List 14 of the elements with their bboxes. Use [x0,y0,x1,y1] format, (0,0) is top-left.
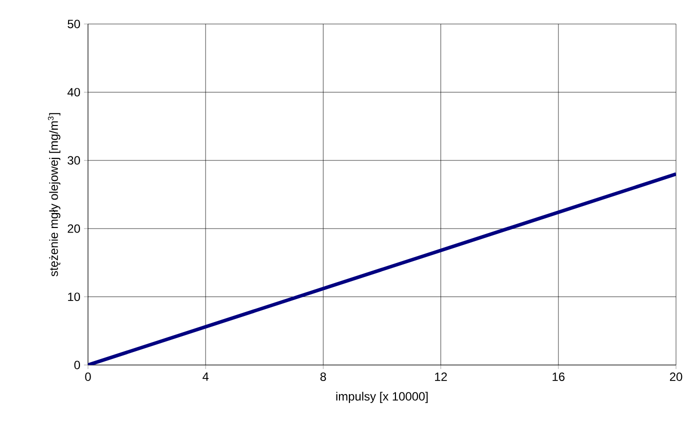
x-tick-label: 8 [320,372,326,381]
x-axis-title: impulsy [x 10000] [336,392,428,403]
x-tick-label: 12 [435,372,447,381]
x-tick-label: 4 [202,372,209,381]
y-tick-label: 50 [68,20,80,28]
y-tick-label: 10 [68,292,80,302]
x-tick-label: 20 [670,372,682,381]
y-tick-label: 20 [68,224,80,233]
y-tick-label: 30 [68,156,80,165]
y-axis-title: stężenie mgły olejowej [mg/m$^{3}$] [48,113,60,276]
x-tick-label: 16 [552,372,565,381]
y-tick-label: 0 [74,360,80,370]
y-tick-label: 40 [67,88,80,96]
x-tick-label: 0 [85,372,91,381]
